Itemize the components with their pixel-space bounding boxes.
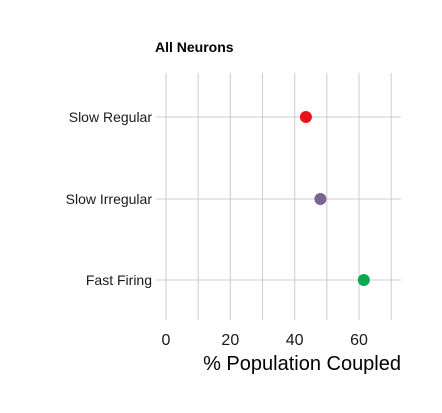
chart-title: All Neurons xyxy=(155,39,234,55)
x-tick-label: 40 xyxy=(286,332,304,349)
category-label: Fast Firing xyxy=(86,272,152,288)
x-tick-label: 20 xyxy=(221,332,239,349)
data-point xyxy=(357,274,370,286)
x-tick-label: 0 xyxy=(162,332,171,349)
data-point xyxy=(314,193,327,205)
data-point xyxy=(299,111,312,123)
category-labels: Slow Regular Slow Irregular Fast Firing xyxy=(66,109,153,288)
data-points xyxy=(299,111,370,286)
category-label: Slow Irregular xyxy=(66,191,153,207)
x-tick-label: 60 xyxy=(350,332,368,349)
x-axis-label: % Population Coupled xyxy=(203,353,401,375)
category-label: Slow Regular xyxy=(69,109,153,125)
x-tick-labels: 0 20 40 60 xyxy=(162,332,368,349)
grid-lines xyxy=(156,73,401,320)
